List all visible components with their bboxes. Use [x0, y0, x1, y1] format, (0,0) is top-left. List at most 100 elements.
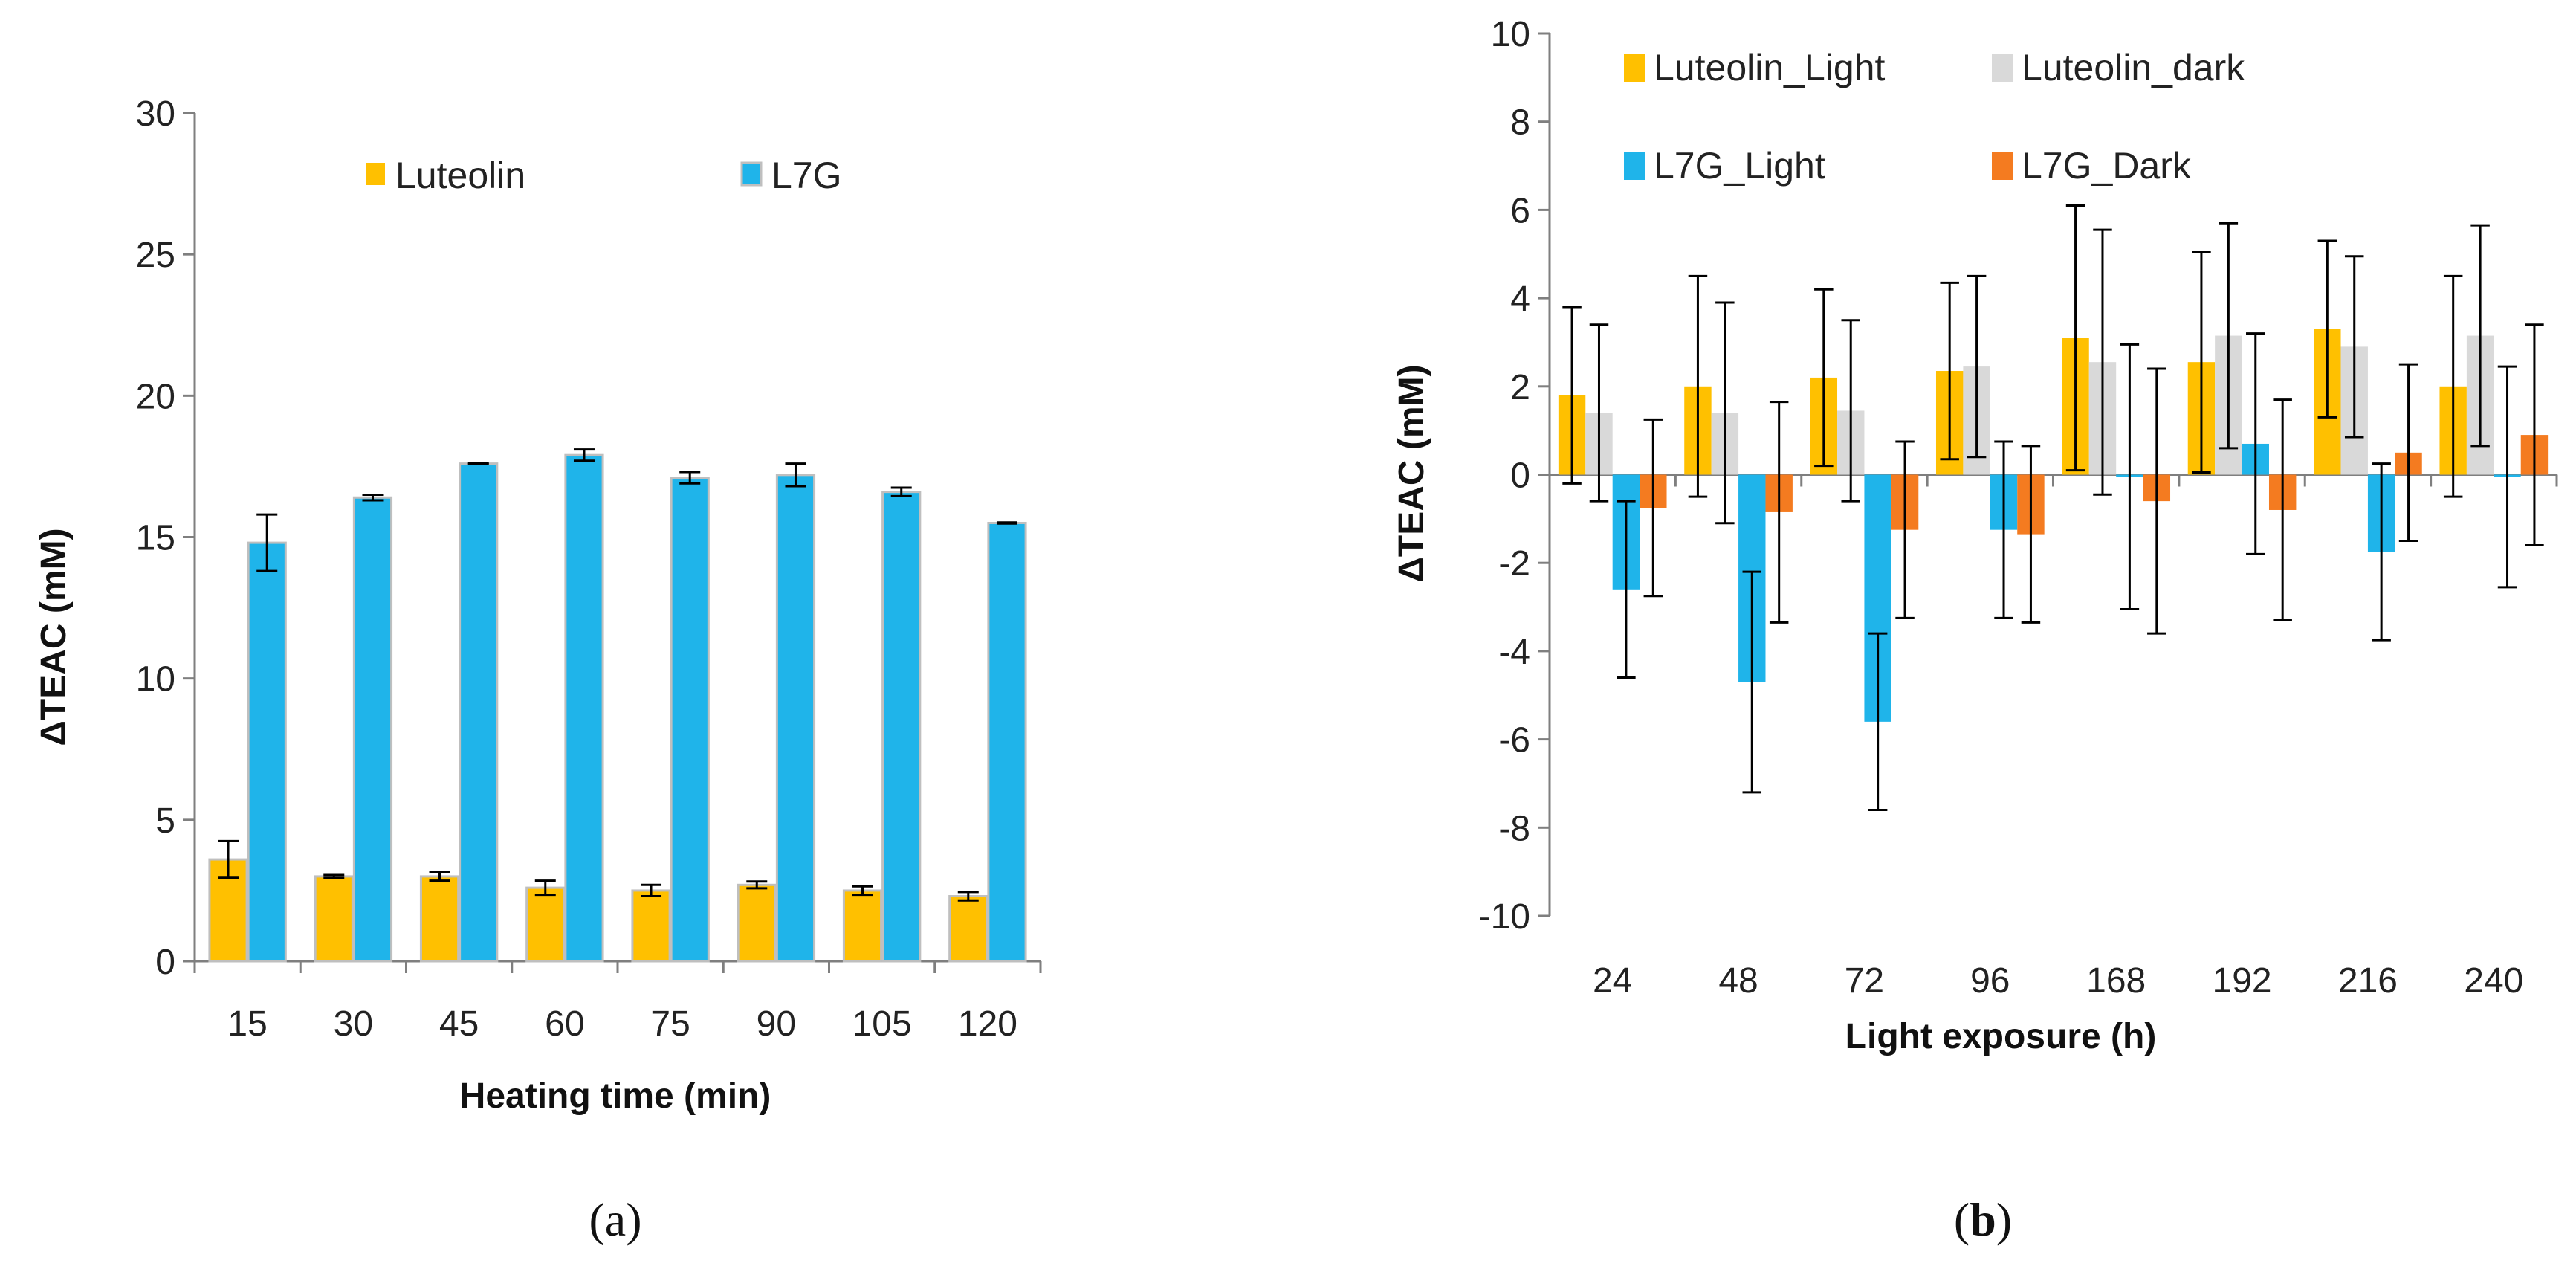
panel-label-b: (b)	[1954, 1193, 2012, 1246]
error-bar-l7g-dark-192	[2273, 398, 2292, 621]
chart-b-legend: Luteolin_Light Luteolin_dark L7G_Light L…	[1624, 47, 2245, 187]
bar-luteolin-120	[948, 895, 988, 963]
error-bar-l7g-dark-168	[2147, 367, 2166, 635]
bar-luteolin-90	[737, 883, 777, 963]
legend-swatch-l7g-dark	[1992, 152, 2013, 180]
chart-a-y-axis-title: ΔTEAC (mM)	[34, 528, 74, 746]
y-tick-label: 30	[136, 94, 175, 134]
x-tick-label: 60	[545, 1004, 584, 1044]
error-bar-luteolin-dark-216	[2344, 255, 2364, 439]
error-bar-l7g-dark-72	[1895, 440, 1915, 619]
y-tick-label: 0	[1510, 456, 1530, 496]
y-tick-label: -4	[1498, 633, 1530, 672]
y-tick-label: 6	[1510, 191, 1530, 230]
error-bar-luteolin-light-168	[2065, 204, 2085, 472]
x-tick-label: 72	[1845, 961, 1884, 1001]
panel-label-a: (a)	[589, 1193, 641, 1246]
x-tick-label: 120	[958, 1004, 1017, 1044]
legend-label-l7g-dark: L7G_Dark	[2022, 145, 2192, 187]
error-bar-luteolin-75	[641, 883, 662, 898]
panel-label-b-letter: b	[1970, 1193, 1996, 1246]
y-tick-label: 5	[155, 801, 175, 841]
bar-luteolin-45	[419, 875, 460, 963]
error-bar-luteolin-dark-168	[2093, 228, 2112, 496]
bar-l7g-45	[459, 462, 499, 963]
chart-a-heating-time: 0 5 10 15 20 25 30 15 30 45 60 75 90 105 120 Heating t…	[34, 94, 1042, 1246]
error-bar-l7g-dark-96	[2021, 445, 2041, 624]
x-tick-label: 90	[757, 1004, 796, 1044]
y-tick-label: 0	[155, 943, 175, 982]
error-bar-luteolin-dark-72	[1841, 319, 1860, 503]
legend-label-l7g: L7G	[771, 155, 842, 196]
error-bar-l7g-light-168	[2120, 343, 2140, 611]
bar-l7g-120	[987, 521, 1027, 963]
error-bar-luteolin-120	[957, 891, 979, 902]
legend-swatch-l7g-light	[1624, 152, 1645, 180]
error-bar-luteolin-15	[218, 839, 239, 879]
x-tick-label: 240	[2464, 961, 2523, 1001]
error-bar-luteolin-dark-24	[1589, 323, 1609, 503]
error-bar-l7g-105	[890, 486, 912, 497]
legend-swatch-luteolin	[366, 163, 385, 185]
error-bar-l7g-dark-240	[2525, 323, 2544, 546]
error-bar-l7g-light-48	[1742, 570, 1762, 794]
error-bar-l7g-45	[467, 462, 489, 465]
chart-b-y-axis-title: ΔTEAC (mM)	[1392, 364, 1431, 582]
error-bar-luteolin-90	[746, 880, 768, 890]
x-tick-label: 48	[1718, 961, 1758, 1001]
error-bar-luteolin-dark-192	[2219, 222, 2239, 450]
x-tick-label: 15	[227, 1004, 267, 1044]
bar-l7g-60	[564, 453, 604, 963]
chart-b-x-axis-title: Light exposure (h)	[1845, 1017, 2157, 1056]
x-tick-label: 30	[334, 1004, 373, 1044]
chart-a-x-axis-title: Heating time (min)	[460, 1076, 771, 1116]
legend-label-luteolin: Luteolin	[395, 155, 525, 196]
error-bar-luteolin-dark-240	[2470, 224, 2490, 448]
y-tick-label: 10	[136, 660, 175, 700]
y-tick-label: 10	[1491, 15, 1530, 54]
error-bar-luteolin-light-96	[1940, 281, 1959, 461]
error-bar-l7g-90	[785, 462, 806, 488]
bar-luteolin-60	[525, 886, 566, 963]
error-bar-luteolin-light-192	[2192, 251, 2211, 474]
y-tick-label: 8	[1510, 103, 1530, 143]
x-tick-label: 45	[439, 1004, 479, 1044]
y-tick-label: 25	[136, 236, 175, 275]
x-tick-label: 105	[852, 1004, 912, 1044]
y-tick-label: 2	[1510, 368, 1530, 407]
error-bar-luteolin-dark-48	[1715, 301, 1735, 525]
error-bar-l7g-light-192	[2246, 332, 2265, 555]
x-tick-label: 168	[2086, 961, 2146, 1001]
error-bar-l7g-light-240	[2497, 365, 2517, 589]
bar-luteolin-105	[842, 889, 883, 963]
legend-label-luteolin-dark: Luteolin_dark	[2022, 47, 2245, 88]
error-bar-luteolin-60	[534, 879, 556, 897]
error-bar-luteolin-30	[323, 873, 345, 879]
y-tick-label: -2	[1498, 544, 1530, 584]
error-bar-luteolin-105	[852, 885, 873, 897]
panel-label-a-letter: a	[605, 1193, 626, 1246]
bar-l7g-105	[881, 491, 922, 963]
chart-a-legend: Luteolin L7G	[366, 155, 842, 196]
bar-l7g-75	[670, 477, 710, 963]
x-tick-label: 75	[650, 1004, 690, 1044]
y-tick-label: -6	[1498, 721, 1530, 760]
error-bar-luteolin-dark-96	[1967, 274, 1987, 459]
legend-label-luteolin-light: Luteolin_Light	[1654, 47, 1885, 88]
error-bar-l7g-15	[256, 513, 278, 572]
error-bar-l7g-light-24	[1617, 500, 1636, 679]
error-bar-l7g-60	[573, 448, 595, 462]
chart-a-plot-area: 0 5 10 15 20 25 30 15 30 45 60 75 90 105 120	[136, 94, 1042, 1044]
error-bar-l7g-light-216	[2372, 462, 2391, 642]
error-bar-luteolin-light-24	[1562, 306, 1582, 485]
error-bar-l7g-dark-24	[1643, 418, 1663, 598]
legend-swatch-l7g	[740, 161, 763, 187]
error-bar-l7g-30	[362, 493, 384, 502]
y-tick-label: 4	[1510, 280, 1530, 319]
x-tick-label: 96	[1970, 961, 2010, 1001]
error-bar-luteolin-light-72	[1814, 288, 1834, 468]
x-tick-label: 216	[2338, 961, 2398, 1001]
